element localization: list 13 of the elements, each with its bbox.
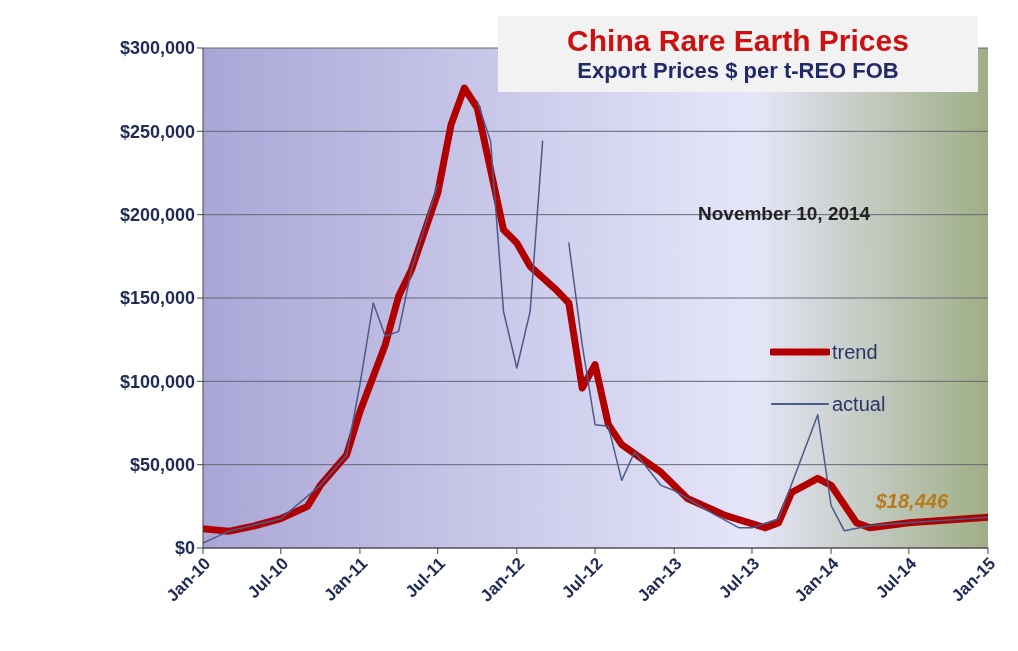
annotation: $18,446 [874,490,949,513]
legend-label: trend [832,340,878,364]
y-tick-label: $300,000 [119,38,195,59]
y-tick-label: $100,000 [119,371,195,392]
y-tick-label: $250,000 [119,121,195,142]
chart-title: China Rare Earth Prices [566,24,910,58]
y-tick-label: $50,000 [129,455,195,476]
annotation: November 10, 2014 [698,203,871,225]
legend-label: actual [832,392,886,416]
y-tick-label: $200,000 [119,205,195,226]
y-tick-label: $150,000 [119,288,195,309]
title-box: China Rare Earth Prices Export Prices $ per t-REO FOB [498,16,978,92]
y-tick-label: $0 [174,538,195,559]
